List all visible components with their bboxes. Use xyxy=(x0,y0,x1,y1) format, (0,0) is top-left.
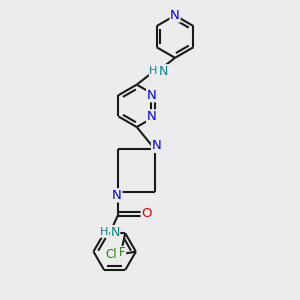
Text: N: N xyxy=(152,140,161,152)
Text: N: N xyxy=(147,110,157,123)
Text: N: N xyxy=(147,89,157,102)
Text: N: N xyxy=(112,189,122,202)
Text: H: H xyxy=(100,227,109,237)
Text: F: F xyxy=(119,247,126,260)
Text: Cl: Cl xyxy=(106,248,117,261)
Text: O: O xyxy=(141,207,152,220)
Text: N: N xyxy=(170,9,180,22)
Text: N: N xyxy=(159,65,168,78)
Text: N: N xyxy=(110,226,120,239)
Text: H: H xyxy=(149,66,158,76)
